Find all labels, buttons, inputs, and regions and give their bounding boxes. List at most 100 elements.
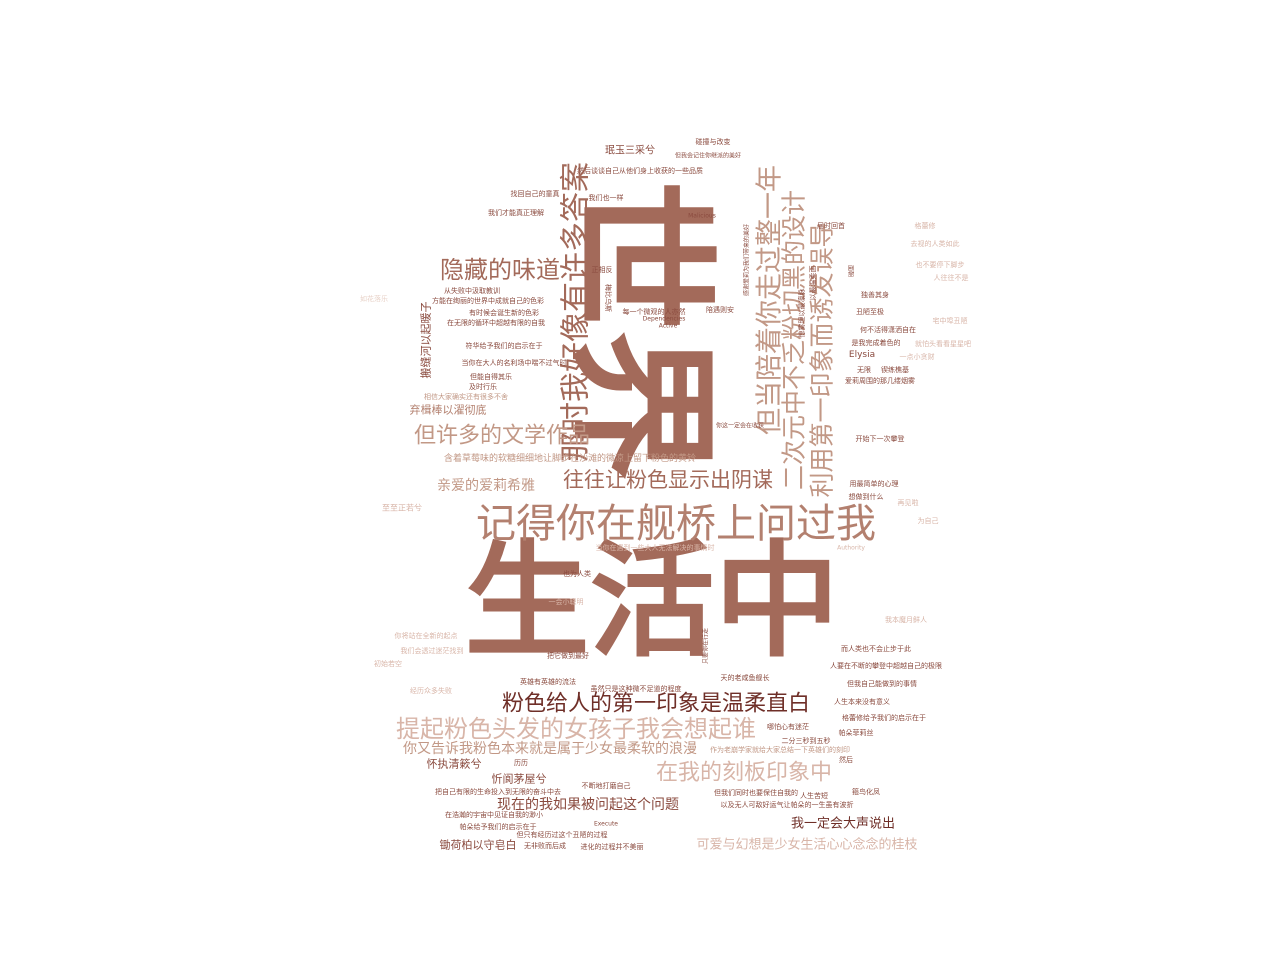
word: 但我会记住你继派的美好 — [675, 152, 741, 160]
word: 再见啦 — [898, 498, 919, 507]
word: 把自己有限的生命投入到无限的奋斗中去 — [435, 787, 561, 796]
word: 至至正若兮 — [382, 503, 422, 513]
word: 锄荷柏以守皂白 — [440, 838, 517, 852]
word: 从失败中汲取教训 — [444, 286, 500, 295]
word: 亲爱的爱莉希雅 — [437, 478, 535, 494]
word: 帕朵给予我们的启示在于 — [460, 822, 537, 831]
word: 人要在不断的攀登中超越自己的极限 — [830, 661, 942, 670]
word: 世界 — [553, 180, 727, 480]
word: 二分三秒到五秒 — [782, 736, 831, 745]
word: 为自己 — [918, 516, 939, 525]
word: 箍鸟化凤 — [852, 787, 880, 796]
word: 但我们同时也要保住自我的 — [714, 788, 798, 797]
word: 经历众多失败 — [410, 686, 452, 695]
word: 隐藏的味道 — [440, 256, 560, 284]
word: 进化的过程并不美丽 — [581, 842, 644, 851]
word: 方能在绚丽的世界中成就自己的色彩 — [432, 296, 544, 305]
word: 也不要停下脚步 — [916, 260, 965, 269]
word: 我一定会大声说出 — [791, 817, 895, 832]
word: 利用第一印象而诱发误导 — [808, 222, 837, 497]
word: Malicious — [688, 213, 716, 220]
word: 然后 — [839, 755, 853, 764]
word: 我们也一样 — [589, 193, 624, 202]
word: 也为人类 — [563, 569, 591, 578]
word: Execute — [594, 821, 618, 828]
word: 不断地打磨自己 — [582, 781, 631, 790]
word: 往往让粉色显示出阴谋 — [563, 468, 773, 492]
word: 但我自己能做到的事情 — [847, 679, 917, 688]
word: 无非败而后成 — [524, 841, 566, 850]
word: 把它做到最好 — [547, 651, 589, 660]
word: 在我的刻板印象中 — [656, 761, 832, 786]
word: 我们会透过迷茫找到 — [401, 646, 464, 655]
word: 你这一定会在收获 — [716, 422, 764, 430]
word: 英雄有英雄的流法 — [520, 677, 576, 686]
word: 每一个微观的人亦然 — [623, 307, 686, 316]
word: 含着草莓味的软糖细细地让脚步在沙滩的微凉上留下粉色的黄铃 — [444, 452, 696, 464]
word: Authority — [837, 545, 865, 552]
word: 可爱与幻想是少女生活心心念念的桂枝 — [696, 837, 917, 853]
word: 只要你在行走 — [702, 628, 710, 664]
word: 哪怕心有迷茫 — [767, 722, 809, 731]
word: 怀执清簌兮 — [427, 757, 482, 771]
word: 而人类也不会止步于此 — [841, 644, 911, 653]
word: 一点小贪财 — [900, 352, 935, 361]
word: 你又告诉我粉色本来就是属于少女最柔软的浪漫 — [403, 740, 697, 757]
word: 及时行乐 — [469, 382, 497, 391]
word: 锲练樵基 — [881, 365, 909, 374]
word: 格蕾修 — [915, 221, 936, 230]
word: 碰撞与改变 — [696, 137, 731, 146]
word: 届时回首 — [817, 221, 845, 230]
word: 弃楫棒以濯彻底 — [410, 403, 487, 417]
word: 宅中埠丑陋 — [933, 316, 968, 325]
word: Active — [659, 323, 678, 330]
word: 独善其身 — [861, 290, 889, 299]
word: 开始下一次攀登 — [856, 434, 905, 443]
word: 符华给予我们的启示在于 — [466, 341, 543, 350]
word: 惊雾理以最凛脉 — [797, 289, 806, 338]
word: 以最温柔面 — [808, 266, 817, 301]
word: 虽然只是这种微不足道的程度 — [591, 684, 682, 693]
word: 那时我好像有许多答案 — [559, 162, 594, 462]
word: 想做到什么 — [849, 492, 884, 501]
word: 就怕头看看星星吧 — [915, 339, 971, 348]
word: 何不活得潇洒自在 — [860, 325, 916, 334]
word: 丑陋至极 — [856, 307, 884, 316]
word: 在无限的循环中超越有限的自我 — [447, 318, 545, 327]
word: 正相反 — [592, 265, 613, 274]
word: 历历 — [514, 759, 528, 767]
word: 天的老咸鱼舰长 — [721, 673, 770, 682]
word: 现在的我如果被问起这个问题 — [497, 796, 679, 813]
word: 你将站在全新的起点 — [395, 631, 458, 640]
word: 粉色给人的第一印象是温柔直白 — [502, 692, 810, 717]
word: 初始若空 — [374, 659, 402, 668]
word: 相信大家确实还有很多不舍 — [424, 392, 508, 401]
word: 如花落乐 — [360, 294, 388, 303]
word: 然后谈谈自己从他们身上收获的一些品质 — [577, 166, 703, 175]
word: 但能自得其乐 — [470, 372, 512, 381]
word: 感谢爱莉为我们带来的美好 — [743, 224, 751, 296]
word: 忻阆茅屋兮 — [492, 772, 547, 786]
word: 我们才能真正理解 — [488, 208, 544, 217]
word: 但许多的文学作品 — [414, 424, 590, 449]
word: 作为老崩学家就给大家总结一下英雄们的刻印 — [710, 745, 850, 754]
word: 当你在遇到一些大人无法解决的事情时 — [596, 543, 715, 552]
word: 梅比乌斯 — [604, 284, 613, 312]
word: 人生本来没有意义 — [834, 697, 890, 706]
word: 爱莉周围的那几缕烟雾 — [845, 376, 915, 385]
word: 人生苦短 — [800, 791, 828, 800]
word: 用最简单的心理 — [850, 479, 899, 488]
word: 当你在大人的名利场中喘不过气时 — [462, 358, 567, 367]
word: 我本魔月鲜人 — [885, 615, 927, 624]
word: 人往往不是 — [934, 273, 969, 282]
word: 格蕾修给予我们的启示在于 — [842, 713, 926, 722]
word: 帕朵菲莉丝 — [839, 728, 874, 737]
word: 提起粉色头发的女孩子我会想起谁 — [396, 715, 756, 743]
word: 陪遇则安 — [706, 305, 734, 314]
word: 无限 — [857, 365, 871, 374]
word: 记得你在舰桥上问过我 — [476, 501, 876, 547]
word: 去视的人类如此 — [911, 239, 960, 248]
word: Dependencies — [643, 316, 686, 323]
word: 在浩瀚的宇宙中见证自我的渺小 — [445, 810, 543, 819]
